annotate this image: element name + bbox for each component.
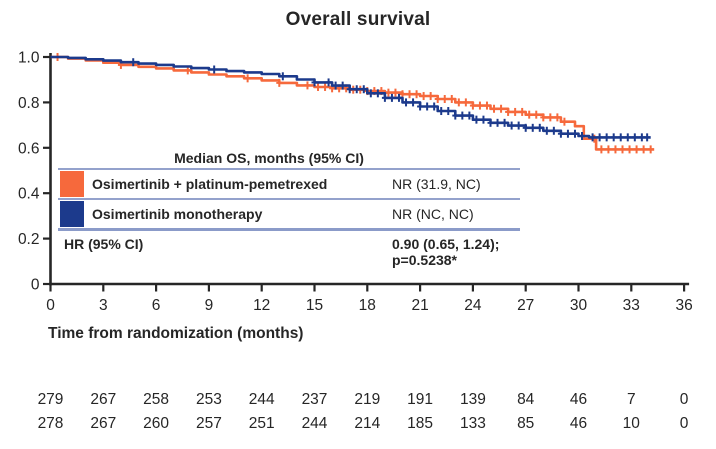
mono-color-swatch — [60, 201, 84, 227]
median-os-table-header: Median OS, months (95% CI) — [174, 150, 364, 166]
x-axis-label: Time from randomization (months) — [48, 325, 304, 342]
table-rule — [58, 228, 520, 231]
chart-title: Overall survival — [285, 9, 431, 30]
mono-arm-label: Osimertinib monotherapy — [92, 206, 263, 222]
x-tick-label: 3 — [99, 297, 108, 314]
x-tick-label: 6 — [152, 297, 161, 314]
table-rule — [58, 168, 520, 170]
y-tick-label: 0.6 — [18, 140, 40, 157]
median-os-table: Median OS, months (95% CI) Osimertinib +… — [58, 148, 520, 276]
combo-color-swatch — [60, 171, 84, 197]
combo-arm-label: Osimertinib + platinum-pemetrexed — [92, 176, 328, 192]
x-tick-label: 15 — [306, 297, 323, 314]
mono-median-os-value: NR (NC, NC) — [392, 206, 474, 222]
x-tick-label: 12 — [253, 297, 270, 314]
table-rule — [58, 198, 520, 200]
y-tick-label: 1.0 — [18, 50, 40, 67]
x-tick-label: 33 — [623, 297, 640, 314]
hazard-ratio-label: HR (95% CI) — [64, 236, 144, 252]
hazard-ratio-value-line1: 0.90 (0.65, 1.24); — [392, 236, 500, 252]
x-tick-label: 30 — [570, 297, 588, 314]
combo-median-os-value: NR (31.9, NC) — [392, 176, 481, 192]
y-tick-label: 0.2 — [18, 231, 40, 248]
x-tick-label: 0 — [46, 297, 55, 314]
km-curve-combo — [50, 55, 655, 151]
km-curve-mono — [50, 55, 651, 139]
y-tick-label: 0 — [31, 277, 40, 294]
x-tick-label: 27 — [517, 297, 534, 314]
p-value: p=0.5238* — [392, 252, 457, 268]
x-tick-label: 24 — [464, 297, 482, 314]
hazard-ratio-row: HR (95% CI) 0.90 (0.65, 1.24); p=0.5238* — [58, 231, 520, 276]
y-tick-label: 0.8 — [18, 95, 40, 112]
x-tick-label: 9 — [205, 297, 214, 314]
table-row-mono: Osimertinib monotherapy NR (NC, NC) — [58, 200, 520, 228]
x-tick-label: 21 — [411, 297, 428, 314]
x-tick-label: 18 — [359, 297, 376, 314]
y-tick-label: 0.4 — [18, 186, 40, 203]
hazard-ratio-value: 0.90 (0.65, 1.24); p=0.5238* — [392, 236, 499, 268]
x-tick-label: 36 — [675, 297, 692, 314]
table-row-combo: Osimertinib + platinum-pemetrexed NR (31… — [58, 170, 520, 198]
